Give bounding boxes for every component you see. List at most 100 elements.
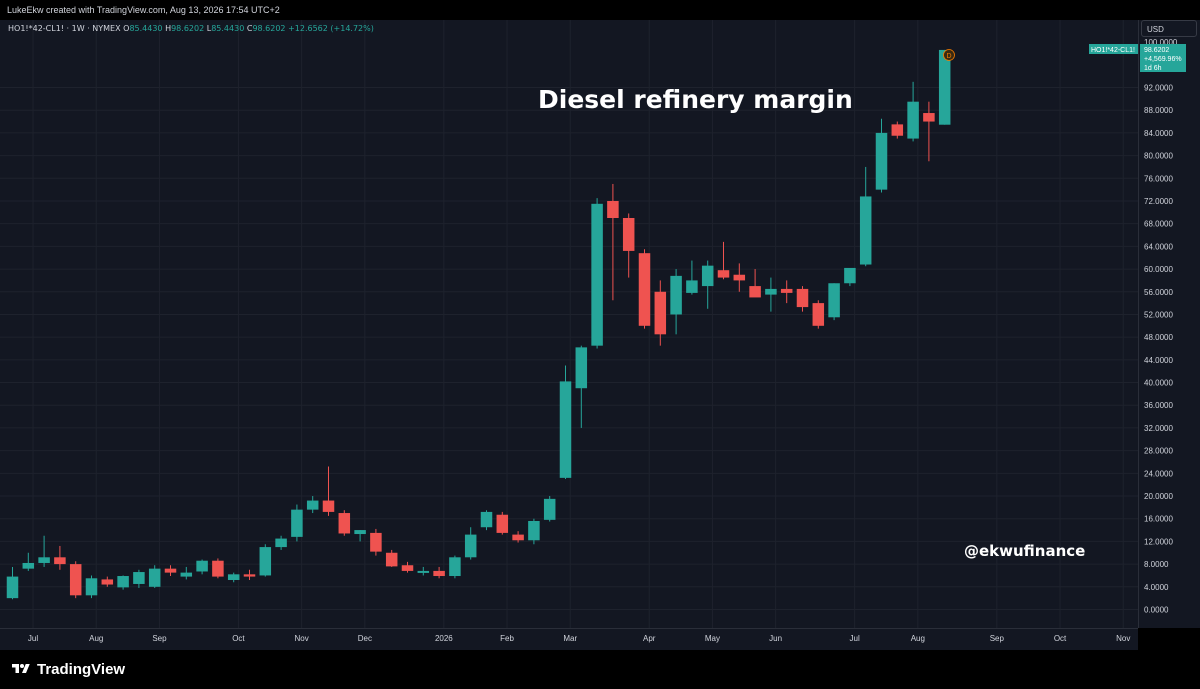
candle-body xyxy=(306,500,319,510)
candle-body xyxy=(133,572,145,584)
candle xyxy=(828,283,840,321)
bar-countdown: 1d 6h xyxy=(1144,65,1162,72)
y-tick-label: 8.0000 xyxy=(1144,560,1169,569)
candle xyxy=(701,260,714,309)
symbol-legend[interactable]: HO1!*42-CL1! · 1W · NYMEX O85.4430 H98.6… xyxy=(8,24,374,33)
candle-body xyxy=(512,534,524,541)
candle xyxy=(275,535,287,550)
candle xyxy=(891,121,904,139)
currency-button[interactable]: USD xyxy=(1141,20,1197,37)
y-tick-label: 72.0000 xyxy=(1144,197,1173,206)
time-scale[interactable] xyxy=(0,628,1138,651)
candlestick-chart[interactable]: 0.0000 4.0000 8.0000 12.0000 16.0000 20.0000 2… xyxy=(0,0,1200,650)
candle-body xyxy=(575,347,588,389)
candle xyxy=(844,267,856,287)
y-tick-label: 32.0000 xyxy=(1144,424,1173,433)
candle xyxy=(354,530,366,542)
legend-close-value: 98.6202 xyxy=(252,24,286,33)
candle xyxy=(291,504,303,542)
y-tick-label: 52.0000 xyxy=(1144,310,1173,319)
y-tick-label: 76.0000 xyxy=(1144,174,1173,183)
candle xyxy=(212,558,224,579)
candle-body xyxy=(148,568,161,587)
candle-body xyxy=(559,381,572,478)
x-axis-ticks: Jul Aug Sep Oct Nov Dec 2026 Feb Mar Apr May Jun Jul… xyxy=(28,634,1130,643)
y-tick-label: 12.0000 xyxy=(1144,537,1173,546)
candle xyxy=(638,249,651,329)
candle-body xyxy=(812,303,825,326)
candle xyxy=(22,552,35,571)
y-tick-label: 68.0000 xyxy=(1144,220,1173,229)
dividend-marker[interactable]: D xyxy=(943,49,955,61)
candle-body xyxy=(749,286,761,298)
x-tick-label: Aug xyxy=(89,634,103,643)
x-tick-label: Jul xyxy=(850,634,860,643)
candle-body xyxy=(686,280,698,293)
candle xyxy=(622,213,635,278)
candle-body xyxy=(796,288,809,308)
candle-body xyxy=(22,562,35,569)
price-scale[interactable] xyxy=(1138,20,1200,628)
candle-body xyxy=(780,288,793,293)
y-tick-label: 20.0000 xyxy=(1144,492,1173,501)
x-tick-label: Jul xyxy=(28,634,38,643)
candle-body xyxy=(543,498,556,520)
candle-body xyxy=(101,579,114,585)
candle-body xyxy=(591,203,603,346)
candle-body xyxy=(6,576,19,599)
candle-body xyxy=(275,538,287,548)
candle-body xyxy=(701,265,714,287)
y-tick-label: 80.0000 xyxy=(1144,152,1173,161)
legend-low-value: 85.4430 xyxy=(211,24,245,33)
legend-low-label: L xyxy=(206,24,212,33)
chart-title: Diesel refinery margin xyxy=(538,85,853,114)
candle-body xyxy=(464,534,477,558)
brand-name: TradingView xyxy=(37,660,126,678)
candle-body xyxy=(875,132,888,190)
legend-high-value: 98.6202 xyxy=(171,24,205,33)
x-tick-label: Mar xyxy=(563,634,577,643)
footer xyxy=(0,650,1200,689)
candles xyxy=(6,49,951,600)
candle xyxy=(117,575,129,590)
candle xyxy=(401,561,414,573)
candle-body xyxy=(607,200,619,218)
candle-body xyxy=(844,267,856,284)
candle xyxy=(259,544,272,577)
currency-label: USD xyxy=(1147,25,1164,34)
x-tick-label: Jun xyxy=(769,634,782,643)
candle-body xyxy=(733,274,746,281)
x-tick-label: Dec xyxy=(358,634,372,643)
tradingview-logo[interactable]: TradingView xyxy=(10,658,125,680)
dividend-marker-label: D xyxy=(946,53,951,60)
candle-body xyxy=(338,513,351,534)
candle xyxy=(322,466,335,516)
candle xyxy=(85,575,98,599)
legend-open-label: O xyxy=(123,24,130,33)
candle xyxy=(133,569,145,588)
candle-body xyxy=(717,270,730,278)
candle-body xyxy=(69,564,82,596)
candle-body xyxy=(401,565,414,571)
candle xyxy=(480,510,493,531)
candle-body xyxy=(891,124,904,136)
tradingview-icon xyxy=(12,664,30,673)
x-tick-label: Nov xyxy=(1116,634,1130,643)
y-tick-label: 84.0000 xyxy=(1144,129,1173,138)
candle-body xyxy=(622,218,635,251)
last-price-symbol: HO1!*42-CL1! xyxy=(1091,47,1135,54)
candle xyxy=(765,277,777,312)
candle xyxy=(196,559,208,575)
candle xyxy=(654,280,667,346)
y-tick-label: 92.0000 xyxy=(1144,84,1173,93)
author-handle: @ekwufinance xyxy=(964,542,1085,560)
y-tick-label: 28.0000 xyxy=(1144,447,1173,456)
candle xyxy=(938,49,951,125)
candle xyxy=(907,81,919,142)
candle-body xyxy=(85,578,98,596)
candle-body xyxy=(354,530,366,535)
candle xyxy=(575,345,588,428)
x-tick-label: Sep xyxy=(990,634,1005,643)
x-tick-label: Nov xyxy=(295,634,309,643)
candle xyxy=(780,280,793,304)
